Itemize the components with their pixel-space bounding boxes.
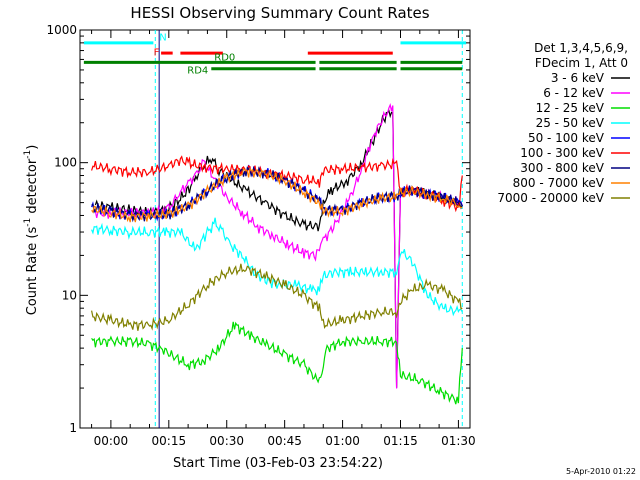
series-line: [91, 321, 463, 405]
legend: Det 1,3,4,5,6,9,FDecim 1, Att 03 - 6 keV…: [497, 41, 630, 205]
y-tick-label: 100: [54, 156, 77, 170]
x-tick-label: 00:30: [209, 434, 244, 448]
legend-label: 800 - 7000 keV: [513, 176, 605, 190]
x-tick-label: 00:15: [152, 434, 187, 448]
footer-date: 5-Apr-2010 01:22: [566, 467, 636, 476]
legend-label: 100 - 300 keV: [520, 146, 604, 160]
series-line: [91, 217, 463, 317]
series-line: [91, 263, 463, 331]
legend-label: 12 - 25 keV: [536, 101, 605, 115]
state-bar-label: N: [159, 32, 166, 43]
x-tick-label: 00:00: [94, 434, 129, 448]
y-axis-label-part: ): [25, 145, 40, 150]
legend-label: 300 - 800 keV: [520, 161, 604, 175]
x-axis-label: Start Time (03-Feb-03 23:54:22): [173, 456, 383, 471]
legend-header: Det 1,3,4,5,6,9,: [534, 41, 628, 55]
series-line: [91, 166, 463, 223]
y-axis-label-sup: -1: [23, 150, 33, 159]
legend-label: 25 - 50 keV: [536, 116, 605, 130]
y-axis-label-sup: -1: [23, 218, 33, 227]
legend-label: 6 - 12 keV: [543, 86, 605, 100]
x-tick-label: 00:45: [267, 434, 302, 448]
legend-label: 7000 - 20000 keV: [497, 191, 604, 205]
legend-label: 3 - 6 keV: [551, 71, 605, 85]
plot-area: [79, 29, 471, 429]
y-axis-label: Count Rate (s-1 detector-1): [23, 145, 40, 316]
y-axis-label-part: Count Rate (s: [25, 227, 40, 316]
state-bar-label: F: [154, 48, 160, 59]
legend-label: 50 - 100 keV: [528, 131, 605, 145]
x-tick-label: 01:30: [441, 434, 476, 448]
state-bar-label: RD0: [214, 52, 235, 63]
y-tick-label: 1000: [46, 23, 77, 37]
series-line: [91, 167, 463, 223]
y-axis-label-part: detector: [25, 158, 40, 218]
x-tick-label: 01:15: [383, 434, 418, 448]
y-tick-label: 1: [69, 421, 77, 435]
y-tick-label: 10: [62, 288, 77, 302]
legend-header: FDecim 1, Att 0: [535, 56, 628, 70]
x-tick-label: 01:00: [325, 434, 360, 448]
state-bar-label: RD4: [187, 66, 208, 77]
chart-title: HESSI Observing Summary Count Rates: [130, 4, 429, 22]
series-line: [91, 155, 463, 213]
